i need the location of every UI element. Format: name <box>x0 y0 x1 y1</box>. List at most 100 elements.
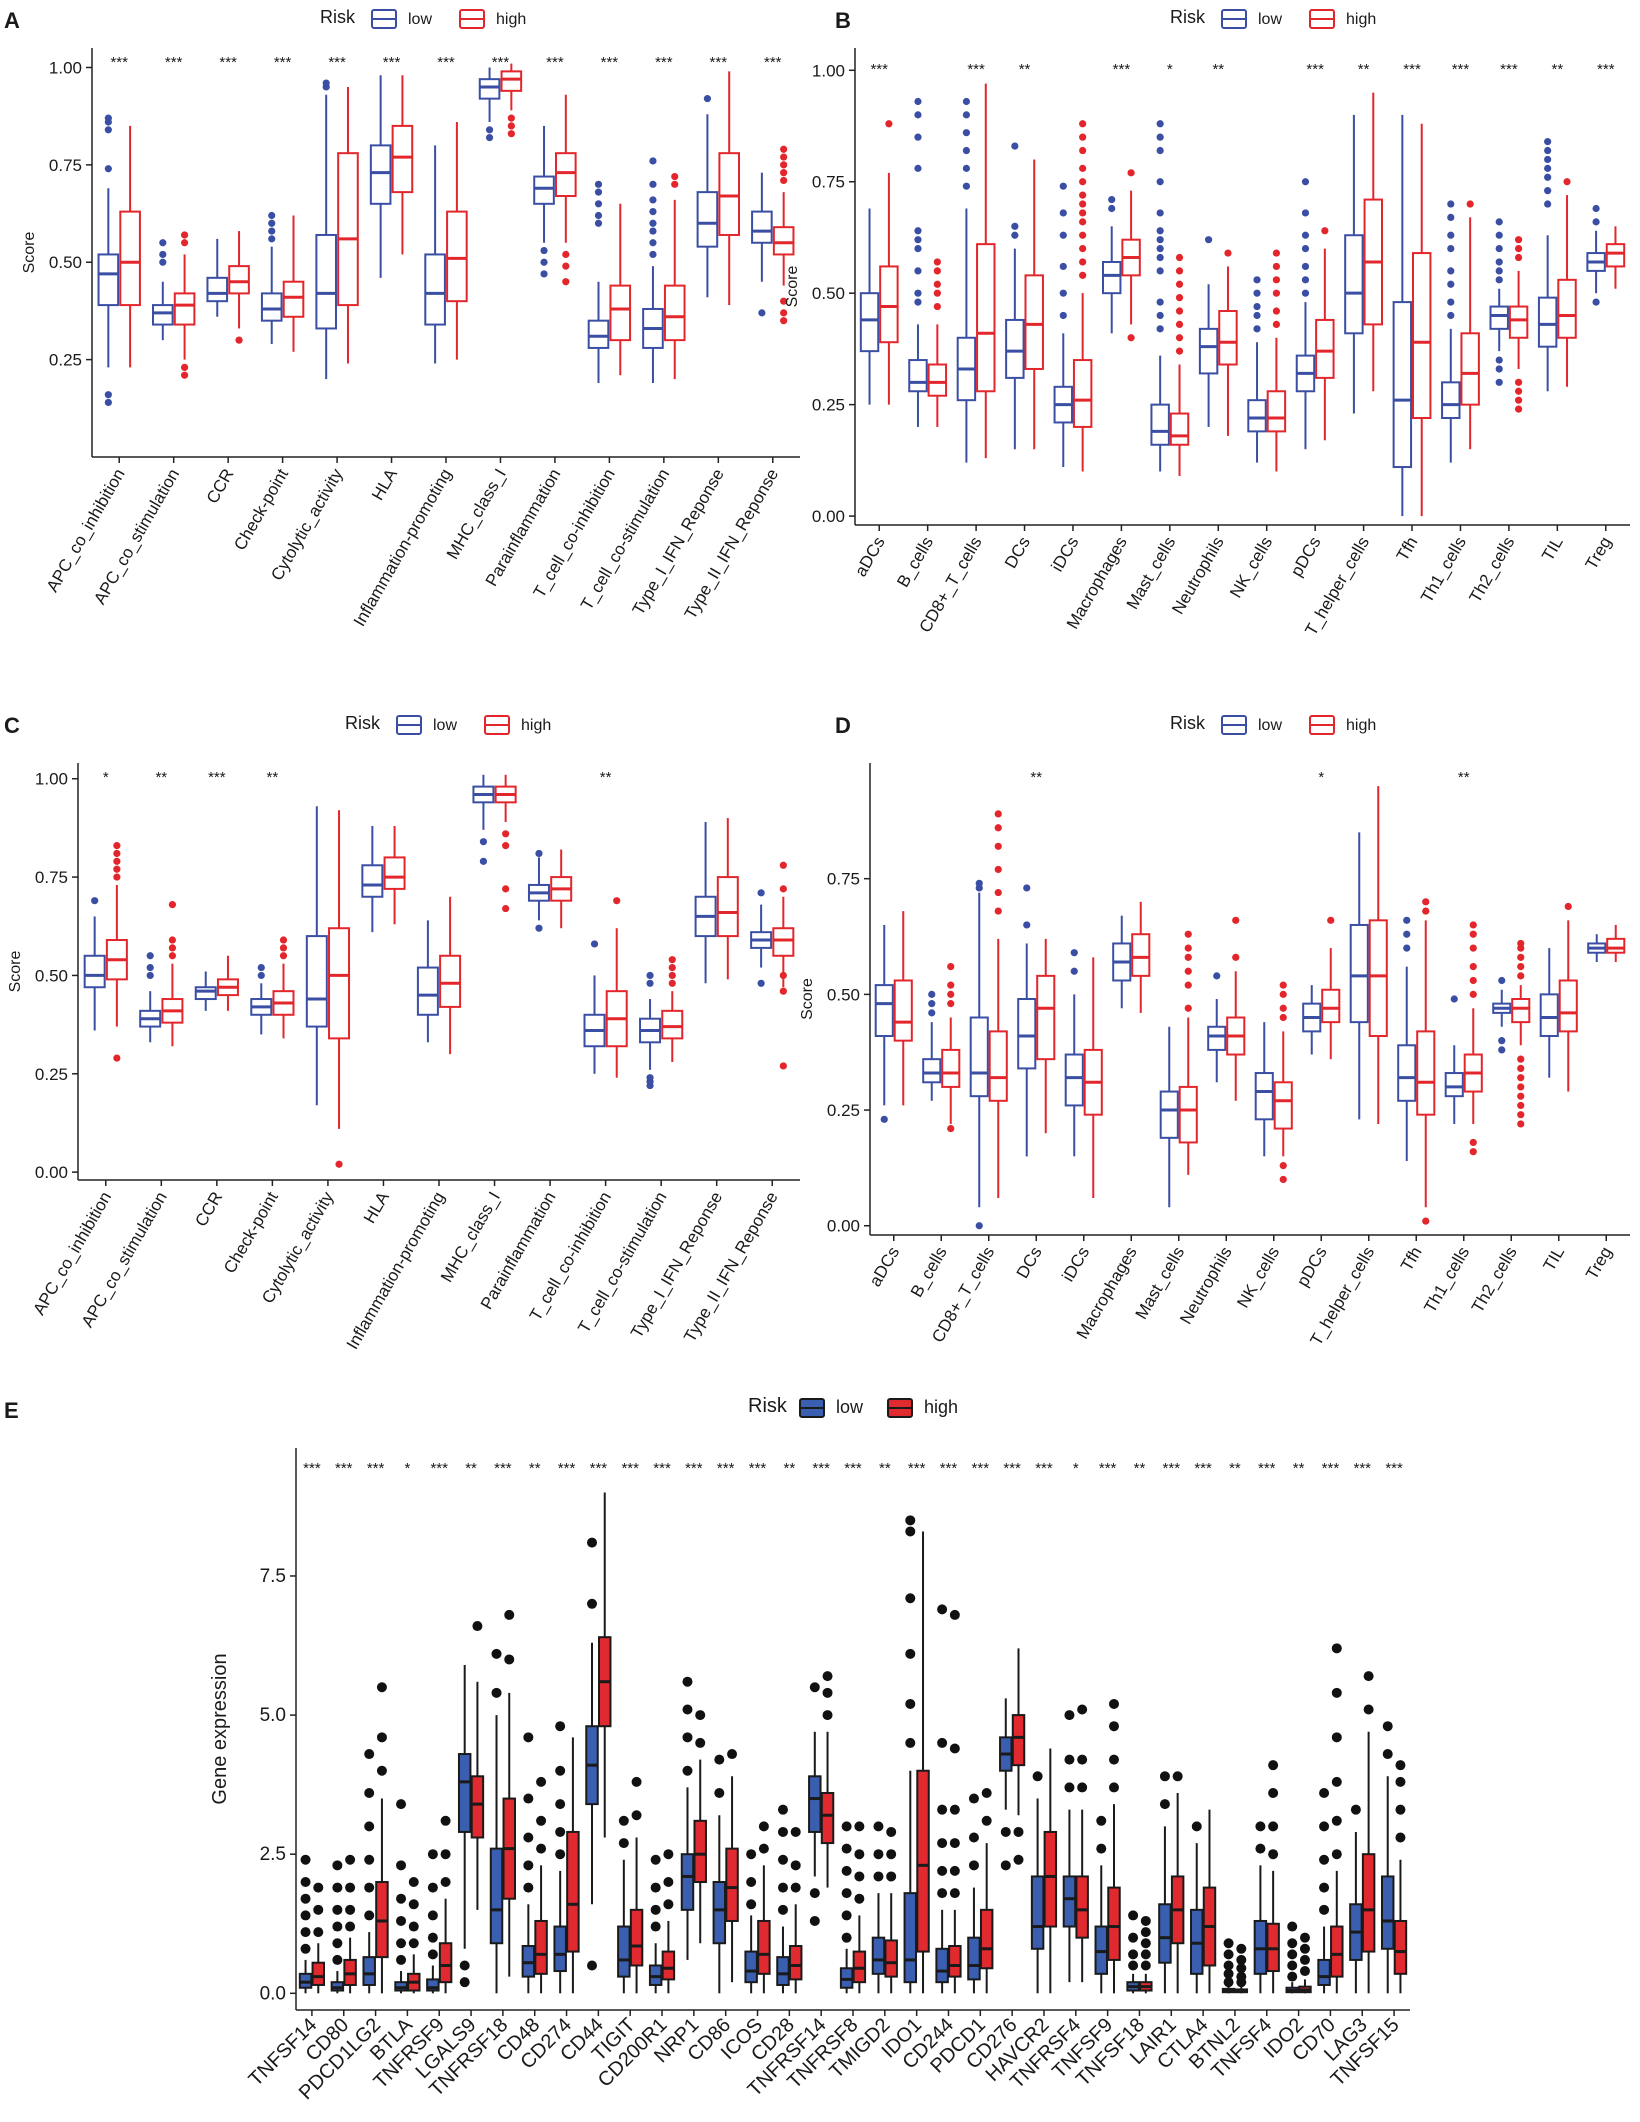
box-low-btla-outlier <box>396 1938 407 1949</box>
box-high-th2-cells-outlier <box>1517 963 1525 971</box>
box-high-til <box>1557 178 1577 387</box>
box-high-cd70-outlier <box>1331 1849 1342 1860</box>
box-high-th2-cells-box <box>1511 998 1531 1024</box>
box-high-cd48 <box>534 1776 548 1994</box>
box-high-tnfsf18-outlier <box>1140 1938 1151 1949</box>
box-high-cd8-t-cells-outlier <box>994 842 1002 850</box>
box-high-b-cells-outlier <box>933 258 941 266</box>
box-low-inflammation-promoting <box>424 145 446 364</box>
box-high-th1-cells-outlier <box>1469 1148 1477 1156</box>
box-high-cd86 <box>725 1749 739 1983</box>
box-low-cd8-t-cells-outlier <box>962 111 971 119</box>
box-low-tnfsf14 <box>298 1854 313 1994</box>
box-low-pdcs-outlier <box>1301 231 1310 239</box>
box-low-tnfsf4-outlier <box>1255 1843 1266 1854</box>
x-tick-label-dcs: DCs <box>1013 1244 1046 1282</box>
significance-label: *** <box>437 54 455 71</box>
box-high-cd80-outlier <box>345 1854 356 1865</box>
box-low-cd276-outlier <box>1000 1826 1011 1837</box>
box-high-cd8-t-cells-outlier <box>994 824 1002 832</box>
box-low-tnfrsf4-box <box>1062 1875 1077 1928</box>
box-low-cd86 <box>712 1754 727 1994</box>
box-high-inflammation-promoting-box <box>446 210 468 303</box>
box-high-tnfrsf8 <box>852 1821 867 1994</box>
box-low-th1-cells-outlier <box>1450 995 1458 1003</box>
box-high-mast-cells <box>1169 253 1190 476</box>
box-high-type-ii-ifn-reponse-outlier <box>780 153 788 161</box>
box-high-apc-co-inhibition-box <box>119 210 141 307</box>
box-low-b-cells-outlier <box>914 133 922 141</box>
box-high-b-cells-box <box>941 1048 961 1088</box>
box-high-mast-cells-outlier <box>1175 334 1184 342</box>
box-low-th1-cells-box <box>1444 1072 1464 1098</box>
box-high-mast-cells-outlier <box>1184 953 1192 961</box>
box-high-icos-outlier <box>758 1843 769 1854</box>
box-high-cd276-outlier <box>1013 1854 1024 1865</box>
box-low-treg-outlier <box>1592 204 1600 213</box>
box-low-mast-cells-box <box>1159 1090 1179 1139</box>
box-high-til-outlier <box>1564 902 1572 911</box>
box-low-cd70 <box>1317 1787 1331 1994</box>
box-high-cd200r1-outlier <box>663 1877 674 1888</box>
significance-label: ** <box>1134 1460 1146 1477</box>
box-low-tigit <box>617 1815 631 1994</box>
box-low-nk-cells-outlier <box>1253 276 1261 284</box>
box-high-mhc-class-i-box <box>500 70 523 92</box>
box-high-tnfrsf4-outlier <box>1077 1704 1088 1715</box>
box-low-nk-cells-box <box>1254 1072 1274 1121</box>
y-tick-label: 1.00 <box>812 61 845 80</box>
y-tick-label: 0.25 <box>812 396 845 415</box>
box-high-apc-co-inhibition-outlier <box>113 857 121 865</box>
box-low-til <box>1537 138 1558 392</box>
box-high-tmigd2-outlier <box>886 1826 897 1837</box>
box-high-t-cell-co-stimulation-outlier <box>671 180 679 188</box>
box-high-idcs-outlier <box>1079 146 1087 155</box>
box-high-cd80 <box>343 1854 357 1994</box>
box-low-neutrophils-box <box>1207 1025 1227 1051</box>
box-high-nrp1 <box>693 1710 707 1944</box>
box-low-parainflammation-outlier <box>535 924 543 932</box>
box-high-cd28-outlier <box>790 1826 801 1837</box>
significance-label: *** <box>590 1460 608 1477</box>
significance-label: *** <box>967 61 985 78</box>
box-low-treg <box>1586 204 1606 306</box>
box-low-ido1 <box>903 1515 918 1994</box>
box-low-cd200r1-outlier <box>650 1854 661 1865</box>
x-tick-label-nk-cells: NK_cells <box>1233 1244 1283 1312</box>
x-tick-label-tfh: Tfh <box>1393 534 1422 565</box>
box-low-tfh-outlier <box>1403 916 1411 924</box>
significance-label: *** <box>621 1460 639 1477</box>
box-high-type-ii-ifn-reponse-outlier <box>779 987 787 995</box>
box-low-btnl2-outlier <box>1223 1960 1234 1971</box>
box-high-idcs-outlier <box>1079 258 1087 266</box>
box-high-tfh-box <box>1412 252 1432 420</box>
box-low-lgals9-outlier <box>459 1977 470 1988</box>
box-low-parainflammation <box>533 125 555 278</box>
box-high-type-ii-ifn-reponse-box <box>772 226 795 256</box>
box-low-tnfsf9-outlier <box>1096 1843 1107 1854</box>
box-high-nk-cells-outlier <box>1279 1004 1287 1012</box>
box-high-tnfsf15-outlier <box>1395 1804 1406 1815</box>
box-high-neutrophils-outlier <box>1232 953 1240 961</box>
box-high-cd244-outlier <box>949 1743 960 1754</box>
box-low-treg-outlier <box>1592 298 1600 306</box>
box-low-tnfrsf18-outlier <box>491 1648 502 1659</box>
box-low-cd244-box <box>935 1947 949 1984</box>
box-low-type-ii-ifn-reponse <box>750 889 773 987</box>
box-low-pdcd1-box <box>967 1936 981 1981</box>
significance-label: *** <box>1452 61 1470 78</box>
x-tick-label-idcs: iDCs <box>1058 1244 1093 1285</box>
box-low-tnfrsf9 <box>426 1849 440 1994</box>
box-low-type-i-ifn-reponse <box>694 822 717 984</box>
box-low-til-outlier <box>1544 173 1552 181</box>
box-low-mast-cells-outlier <box>1156 236 1164 244</box>
box-low-tnfrsf4-outlier <box>1064 1754 1075 1765</box>
significance-label: *** <box>494 1460 512 1477</box>
significance-label: *** <box>908 1460 926 1477</box>
box-low-th2-cells-outlier <box>1495 378 1503 386</box>
box-low-apc-co-stimulation-outlier <box>159 239 167 247</box>
significance-label: * <box>1318 769 1324 786</box>
box-high-b-cells-outlier <box>933 280 941 288</box>
box-high-tfh-outlier <box>1422 1217 1430 1225</box>
box-low-btnl2-outlier <box>1223 1977 1234 1988</box>
